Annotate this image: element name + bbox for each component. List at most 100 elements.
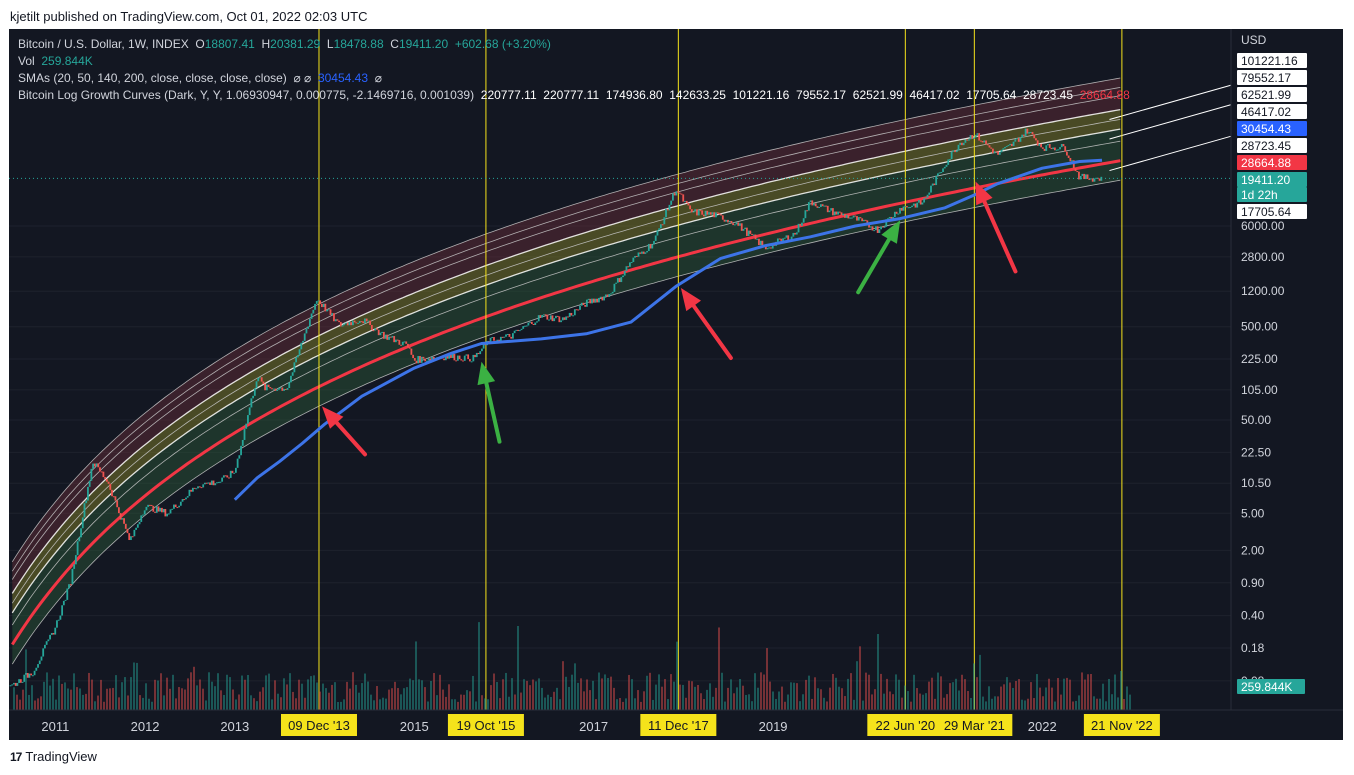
price-candle <box>388 336 390 340</box>
price-candle <box>69 584 72 586</box>
price-candle <box>1017 137 1020 142</box>
volume-bar <box>190 672 192 710</box>
volume-bar <box>310 676 312 710</box>
volume-bar <box>88 672 90 710</box>
price-candle <box>288 382 291 389</box>
volume-bar <box>85 693 87 710</box>
volume-bar <box>232 689 234 710</box>
price-candle <box>1033 134 1036 139</box>
price-candle <box>30 673 33 676</box>
y-tick-label: 22.50 <box>1241 445 1271 459</box>
volume-bar <box>481 695 483 710</box>
price-candle <box>1045 145 1048 151</box>
price-candle <box>828 210 831 213</box>
price-candle <box>446 355 449 359</box>
price-candle <box>109 483 112 490</box>
volume-bar <box>13 687 15 710</box>
volume-bar <box>406 687 408 710</box>
price-candle <box>1083 173 1086 180</box>
price-candle <box>553 318 556 322</box>
price-candle <box>947 159 950 165</box>
price-candle <box>386 334 389 340</box>
price-candle <box>525 325 528 327</box>
volume-bar <box>415 641 417 710</box>
price-candle <box>83 503 86 518</box>
date-marker-bg <box>867 714 944 736</box>
price-candle <box>585 299 588 307</box>
y-tick-label: 6000.00 <box>1241 219 1285 233</box>
volume-bar <box>100 679 102 710</box>
price-candle <box>611 291 614 294</box>
price-candle <box>756 238 759 240</box>
volume-bar <box>877 634 879 710</box>
volume-bar <box>745 694 747 710</box>
price-candle <box>751 233 753 235</box>
volume-bar <box>394 681 396 710</box>
price-label-bg <box>1237 204 1307 219</box>
price-candle <box>914 203 917 208</box>
price-candle <box>1026 128 1029 134</box>
price-candle <box>916 202 919 208</box>
red-arrowhead <box>680 288 701 312</box>
price-chart[interactable]: USD 6000.00 2800.00 1200.00 500.00 225.00 105.… <box>9 29 1343 740</box>
price-candle <box>333 313 335 322</box>
volume-bar <box>1015 680 1017 710</box>
volume-bar <box>1111 694 1113 710</box>
price-candle <box>961 142 963 146</box>
price-candle <box>467 354 470 360</box>
price-candle <box>88 480 91 487</box>
volume-bar <box>925 693 927 710</box>
volume-bar <box>997 696 999 710</box>
price-candle <box>697 210 700 216</box>
volume-bar <box>709 683 711 710</box>
price-candle <box>955 150 958 153</box>
volume-bar <box>1006 677 1008 710</box>
price-candle <box>649 243 652 249</box>
volume-bar <box>946 694 948 710</box>
price-candle <box>167 513 170 515</box>
price-candle <box>173 504 175 509</box>
price-candle <box>453 353 456 361</box>
date-marker-label: 21 Nov '22 <box>1091 718 1153 733</box>
volume-bar <box>328 692 330 710</box>
price-candle <box>395 339 397 343</box>
volume-bar <box>112 687 114 710</box>
price-candle <box>598 297 600 303</box>
volume-bar <box>475 701 477 710</box>
price-candle <box>314 303 316 310</box>
price-candle <box>197 486 199 489</box>
price-candle <box>701 210 704 215</box>
price-candle <box>601 296 604 301</box>
price-candle <box>85 500 88 504</box>
volume-bar <box>856 661 858 710</box>
price-candle <box>308 318 311 327</box>
price-candle <box>281 387 284 391</box>
price-candle <box>1086 174 1089 179</box>
price-candle <box>936 173 939 176</box>
price-candle <box>768 247 771 249</box>
volume-bar <box>529 685 531 710</box>
price-candle <box>933 183 936 186</box>
price-candle <box>157 506 160 512</box>
y-tick-label: 2.00 <box>1241 543 1265 557</box>
chart-panel[interactable]: USD 6000.00 2800.00 1200.00 500.00 225.00 105.… <box>9 29 1343 740</box>
volume-bar <box>850 673 852 710</box>
price-candle <box>749 230 752 234</box>
price-candle <box>1014 139 1017 142</box>
price-candle <box>529 321 532 323</box>
price-candle <box>193 487 196 489</box>
price-candle <box>819 204 822 208</box>
volume-bar <box>922 694 924 710</box>
price-candle <box>1028 132 1030 134</box>
price-candle <box>161 507 163 513</box>
price-candle <box>776 238 779 242</box>
price-candle <box>742 229 745 231</box>
price-candle <box>315 301 318 304</box>
date-marker-bg <box>640 714 717 736</box>
price-candle <box>534 322 537 325</box>
price-candle <box>1052 147 1055 150</box>
price-candle <box>35 667 38 671</box>
volume-bar <box>814 677 816 710</box>
price-candle <box>869 226 872 228</box>
volume-bar <box>580 678 582 710</box>
